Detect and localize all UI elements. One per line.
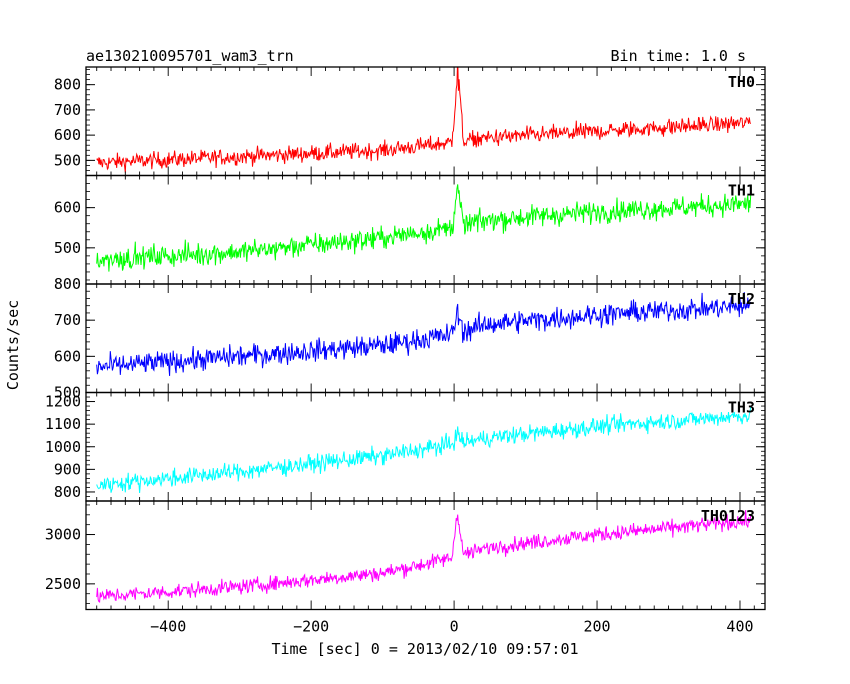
series-line-th3 xyxy=(96,406,752,494)
y-tick-label: 1000 xyxy=(45,438,81,456)
x-tick-label: −200 xyxy=(293,618,329,636)
y-tick-label: 500 xyxy=(54,239,81,257)
panel-label-th3: TH3 xyxy=(728,399,755,417)
y-tick-label: 1200 xyxy=(45,393,81,411)
y-tick-label: 600 xyxy=(54,126,81,144)
series-line-th0 xyxy=(96,67,752,173)
panel-frame xyxy=(85,391,766,502)
panel-label-th2: TH2 xyxy=(728,290,755,308)
panel-label-th0: TH0 xyxy=(728,73,755,91)
panel-th2: 500 600 700 800 TH2 xyxy=(54,275,766,402)
x-tick-label: 0 xyxy=(450,618,459,636)
series-line-th2 xyxy=(96,292,752,376)
panels-group: 500 600 700 800 TH0 500 600 TH1 500 600 700 800 TH2 8… xyxy=(45,66,766,611)
x-tick-label: −400 xyxy=(150,618,186,636)
y-tick-label: 1100 xyxy=(45,415,81,433)
x-tick-label: 400 xyxy=(726,618,753,636)
series-line-th1 xyxy=(96,184,752,272)
y-tick-label: 800 xyxy=(54,483,81,501)
x-axis-label: Time [sec] 0 = 2013/02/10 09:57:01 xyxy=(271,640,578,658)
panel-th1: 500 600 TH1 xyxy=(54,174,766,285)
y-tick-label: 800 xyxy=(54,275,81,293)
panel-label-th0123: TH0123 xyxy=(701,507,755,525)
y-tick-label: 500 xyxy=(54,151,81,169)
y-tick-label: 600 xyxy=(54,199,81,217)
panel-label-th1: TH1 xyxy=(728,182,755,200)
x-axis: −400 −200 0 200 400 xyxy=(150,618,753,636)
panel-frame xyxy=(85,174,766,285)
chart-title: ae130210095701_wam3_trn xyxy=(86,47,294,65)
y-tick-label: 700 xyxy=(54,101,81,119)
y-tick-label: 500 xyxy=(54,384,81,402)
panel-th3: 800 900 1000 1100 1200 TH3 xyxy=(45,391,766,502)
y-tick-label: 2500 xyxy=(45,575,81,593)
series-line-th0123 xyxy=(96,509,752,603)
y-tick-label: 900 xyxy=(54,460,81,478)
y-tick-label: 600 xyxy=(54,347,81,365)
y-tick-label: 3000 xyxy=(45,526,81,544)
x-tick-label: 200 xyxy=(583,618,610,636)
panel-th0123: 2500 3000 TH0123 xyxy=(45,500,766,611)
y-tick-label: 700 xyxy=(54,311,81,329)
y-tick-label: 800 xyxy=(54,76,81,94)
y-axis-label: Counts/sec xyxy=(4,300,22,390)
bin-time-label: Bin time: 1.0 s xyxy=(611,47,746,65)
panel-th0: 500 600 700 800 TH0 xyxy=(54,66,766,177)
